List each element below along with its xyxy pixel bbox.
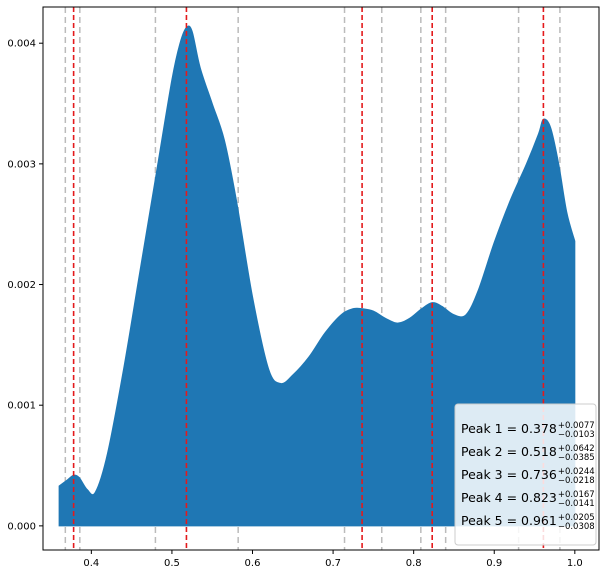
x-tick-label: 0.8 (406, 558, 422, 569)
plot-frame (42, 6, 600, 551)
legend-peak-1-lower: −0.0103 (558, 430, 595, 440)
legend-peak-1-upper: +0.0077 (558, 421, 595, 431)
y-tick-label: 0.004 (7, 39, 36, 50)
y-tick-label: 0.000 (7, 521, 36, 532)
legend-peak-1-label: Peak 1 = 0.378 (461, 421, 557, 436)
legend-peak-5-lower: −0.0308 (558, 522, 595, 532)
y-tick-label: 0.001 (7, 401, 36, 412)
density-area (58, 25, 576, 527)
legend-peak-4-upper: +0.0167 (558, 490, 595, 500)
x-tick-label: 0.9 (486, 558, 502, 569)
x-tick-label: 0.4 (83, 558, 99, 569)
legend-peak-5-upper: +0.0205 (558, 513, 595, 523)
legend-peak-5-label: Peak 5 = 0.961 (461, 513, 557, 528)
legend-peak-3-upper: +0.0244 (558, 467, 595, 477)
legend-peak-3-lower: −0.0218 (558, 476, 595, 486)
x-tick-label: 1.0 (567, 558, 583, 569)
x-tick-label: 0.5 (164, 558, 180, 569)
legend-peak-2-lower: −0.0385 (558, 453, 595, 463)
x-tick-label: 0.6 (245, 558, 261, 569)
y-tick-label: 0.003 (7, 159, 36, 170)
x-tick-label: 0.7 (325, 558, 341, 569)
legend-peak-2-upper: +0.0642 (558, 444, 595, 454)
legend-peak-4-label: Peak 4 = 0.823 (461, 490, 557, 505)
legend-peak-3-label: Peak 3 = 0.736 (461, 467, 557, 482)
legend-peak-2-label: Peak 2 = 0.518 (461, 444, 557, 459)
y-tick-label: 0.002 (7, 280, 36, 291)
legend-peak-4-lower: −0.0141 (558, 499, 595, 509)
